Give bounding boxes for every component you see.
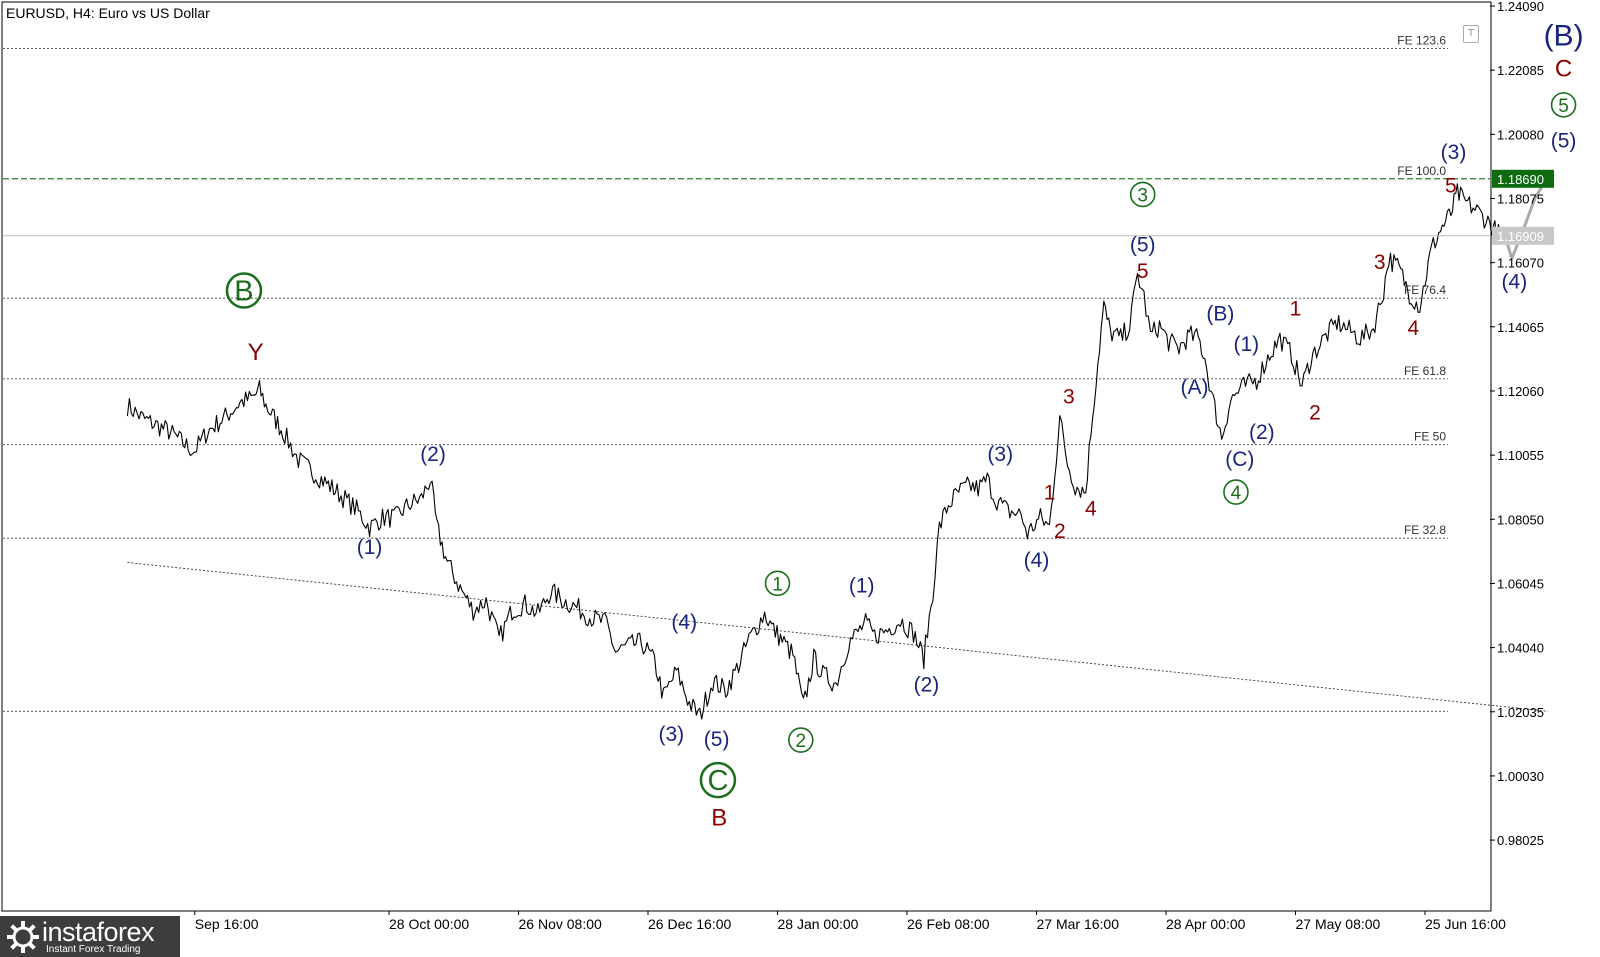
wave-label: (B) <box>1206 302 1234 325</box>
gear-logo-icon <box>7 921 39 953</box>
x-tick-label: 25 Jun 16:00 <box>1425 916 1506 932</box>
level-label: FE 76.4 <box>1404 283 1446 297</box>
wave-label: 4 <box>1408 317 1420 340</box>
logo-name: instaforex <box>42 917 155 947</box>
target-price-tag: 1.18690 <box>1497 172 1544 187</box>
wave-circle <box>1129 181 1156 208</box>
current-price-tag-bg <box>1492 226 1554 245</box>
wave-label: 4 <box>1231 483 1242 504</box>
x-tick-label: 26 Nov 08:00 <box>519 916 602 932</box>
wave-label: B <box>711 805 727 832</box>
wave-label: C <box>1555 56 1572 83</box>
wave-label: 3 <box>1137 185 1148 206</box>
wave-label: 2 <box>1309 402 1321 425</box>
x-tick-label: 26 Dec 16:00 <box>648 916 731 932</box>
current-price-tag: 1.16909 <box>1497 229 1544 244</box>
wave-label: (4) <box>1502 270 1528 293</box>
y-tick-label: 1.22085 <box>1497 63 1544 78</box>
wave-label: (4) <box>671 611 697 634</box>
horizontal-levels: FE 123.6 FE 100.0 FE 76.4 FE 61.8 FE 50 FE 32… <box>3 34 1490 712</box>
wave-label: (1) <box>1233 333 1259 356</box>
level-label: FE 61.8 <box>1404 364 1446 378</box>
wave-label: (2) <box>914 674 940 697</box>
wave-label: (A) <box>1180 376 1208 399</box>
x-tick-label: 27 May 08:00 <box>1296 916 1381 932</box>
x-tick-label: 28 Oct 00:00 <box>389 916 469 932</box>
price-axis: 1.24090 1.22085 1.20080 1.18075 1.16070 1.140… <box>1490 0 1544 848</box>
y-tick-label: 1.14065 <box>1497 320 1544 335</box>
wave-circle <box>788 727 814 753</box>
plot-area <box>1 1 1492 912</box>
wave-labels: BY(1)(2)(4)(3) (5)CB12(1)(2)(3)1(4)2343(5… <box>225 19 1584 832</box>
wave-label: 3 <box>1063 386 1075 409</box>
wave-label: (2) <box>1249 421 1275 444</box>
x-tick-label: Sep 16:00 <box>195 916 259 932</box>
y-tick-label: 0.98025 <box>1497 833 1544 848</box>
y-tick-label: 1.02035 <box>1497 705 1544 720</box>
y-tick-label: 1.16070 <box>1497 256 1544 271</box>
time-axis: Sep 16:00 28 Oct 00:00 26 Nov 08:00 26 Dec … <box>194 911 1506 932</box>
wave-circle <box>225 272 263 309</box>
wave-label: (5) <box>704 728 730 751</box>
wave-label: C <box>707 765 728 797</box>
level-label: FE 32.8 <box>1404 523 1446 537</box>
y-tick-label: 1.18075 <box>1497 191 1544 206</box>
wave-label: (1) <box>357 536 383 559</box>
wave-label: (3) <box>658 723 684 746</box>
level-label: FE 50 <box>1414 430 1446 444</box>
wave-label: (2) <box>420 443 446 466</box>
wave-label: B <box>234 275 253 307</box>
y-tick-label: 1.06045 <box>1497 576 1544 591</box>
y-tick-label: 1.20080 <box>1497 127 1544 142</box>
x-tick-label: 26 Feb 08:00 <box>907 916 990 932</box>
wave-label: 5 <box>1558 96 1569 117</box>
wave-label: 4 <box>1085 498 1097 521</box>
wave-label: (4) <box>1024 549 1050 572</box>
y-tick-label: 1.24090 <box>1497 0 1544 14</box>
price-series <box>126 183 1508 720</box>
chart-title: EURUSD, H4: Euro vs US Dollar <box>6 5 210 21</box>
wave-label: 2 <box>796 731 807 752</box>
y-tick-label: 1.08050 <box>1497 512 1544 527</box>
wave-label: Y <box>248 339 264 366</box>
wave-circle <box>1223 479 1249 505</box>
wave-label: (1) <box>849 574 875 597</box>
wave-circle <box>699 761 737 799</box>
wave-label: 5 <box>1137 260 1149 283</box>
wave-label: (5) <box>1130 234 1156 257</box>
level-label: FE 123.6 <box>1397 34 1446 48</box>
trade-toggle-button[interactable]: T <box>1463 25 1479 43</box>
wave-circle <box>764 570 791 597</box>
wave-label: 5 <box>1445 174 1457 197</box>
x-tick-label: 27 Mar 16:00 <box>1037 916 1120 932</box>
wave-label: 1 <box>772 574 783 595</box>
y-tick-label: 1.10055 <box>1497 448 1544 463</box>
wave-label: 2 <box>1054 520 1066 543</box>
y-tick-label: 1.12060 <box>1497 384 1544 399</box>
x-tick-label: 28 Apr 00:00 <box>1166 916 1246 932</box>
wave-label: 1 <box>1044 482 1056 505</box>
instaforex-logo: instaforex Instant Forex Trading <box>0 916 180 957</box>
plot-frame <box>1 1 1492 912</box>
y-tick-label: 1.00030 <box>1497 769 1544 784</box>
wave-label: (C) <box>1225 448 1254 471</box>
wave-label: 3 <box>1374 251 1386 274</box>
wave-label: (B) <box>1544 19 1584 52</box>
price-line <box>126 183 1508 720</box>
wave-circle <box>1550 92 1577 118</box>
x-tick-label: 28 Jan 00:00 <box>778 916 859 932</box>
wave-label: (3) <box>987 443 1013 466</box>
wave-label: (3) <box>1441 141 1467 164</box>
wave-label: (5) <box>1551 130 1577 153</box>
level-label: FE 100.0 <box>1397 164 1446 178</box>
logo-tagline: Instant Forex Trading <box>46 944 141 955</box>
price-tags: 1.18690 1.16909 <box>1492 169 1554 245</box>
y-tick-label: 1.04040 <box>1497 641 1544 656</box>
wave-label: 1 <box>1290 298 1302 321</box>
target-price-tag-bg <box>1492 169 1554 188</box>
